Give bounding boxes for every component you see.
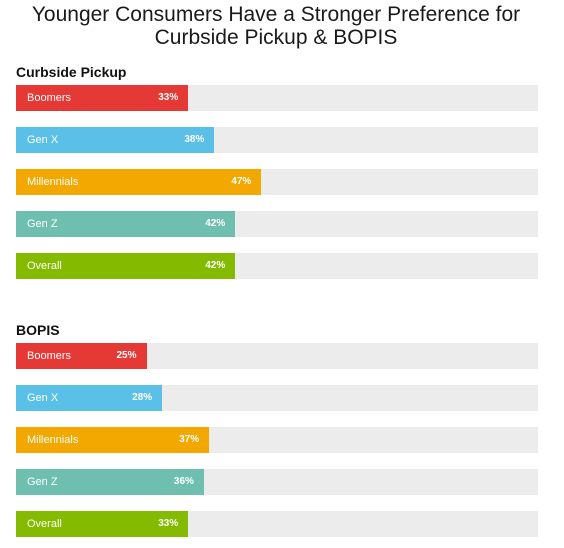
bar-category-label: Boomers [27, 350, 72, 362]
bar-track: Boomers 33% [16, 85, 538, 111]
bar-boomers: Boomers 33% [16, 85, 189, 111]
bar-overall: Overall 33% [16, 511, 189, 537]
bar-value-label: 37% [179, 434, 200, 445]
bar-track: Boomers 25% [16, 343, 538, 369]
bar-category-label: Gen X [27, 134, 59, 146]
bar-value-label: 36% [173, 476, 194, 487]
bar-value-label: 42% [205, 260, 226, 271]
chart-title: Younger Consumers Have a Stronger Prefer… [0, 3, 552, 49]
bar-track: Gen Z 42% [16, 211, 538, 237]
bar-category-label: Boomers [27, 92, 72, 104]
bar-boomers: Boomers 25% [16, 343, 147, 369]
section-label-1: BOPIS [16, 322, 60, 338]
bar-track: Overall 42% [16, 253, 538, 279]
bar-value-label: 28% [132, 392, 153, 403]
bar-category-label: Gen X [27, 392, 59, 404]
bar-category-label: Overall [27, 260, 62, 272]
bar-track: Gen X 28% [16, 385, 538, 411]
chart-title-line-2: Curbside Pickup & BOPIS [154, 26, 398, 49]
bar-track: Gen X 38% [16, 127, 538, 153]
bar-track: Gen Z 36% [16, 469, 538, 495]
bar-gen-x: Gen X 28% [16, 385, 163, 411]
bar-millennials: Millennials 37% [16, 427, 210, 453]
bar-millennials: Millennials 47% [16, 169, 262, 195]
bar-overall: Overall 42% [16, 253, 236, 279]
bar-value-label: 47% [231, 176, 252, 187]
bar-category-label: Millennials [27, 176, 79, 188]
bar-value-label: 33% [158, 518, 179, 529]
bar-gen-z: Gen Z 42% [16, 211, 236, 237]
section-label-0: Curbside Pickup [16, 64, 127, 80]
bar-value-label: 33% [158, 92, 179, 103]
bar-category-label: Gen Z [27, 218, 58, 230]
bar-track: Millennials 47% [16, 169, 538, 195]
bar-gen-z: Gen Z 36% [16, 469, 204, 495]
bar-category-label: Millennials [27, 434, 79, 446]
bar-value-label: 42% [205, 218, 226, 229]
bar-value-label: 38% [184, 134, 205, 145]
chart-title-line-1: Younger Consumers Have a Stronger Prefer… [31, 3, 521, 26]
bar-track: Overall 33% [16, 511, 538, 537]
bar-category-label: Overall [27, 518, 62, 530]
bar-value-label: 25% [116, 350, 137, 361]
bar-track: Millennials 37% [16, 427, 538, 453]
bar-gen-x: Gen X 38% [16, 127, 215, 153]
bar-category-label: Gen Z [27, 476, 58, 488]
